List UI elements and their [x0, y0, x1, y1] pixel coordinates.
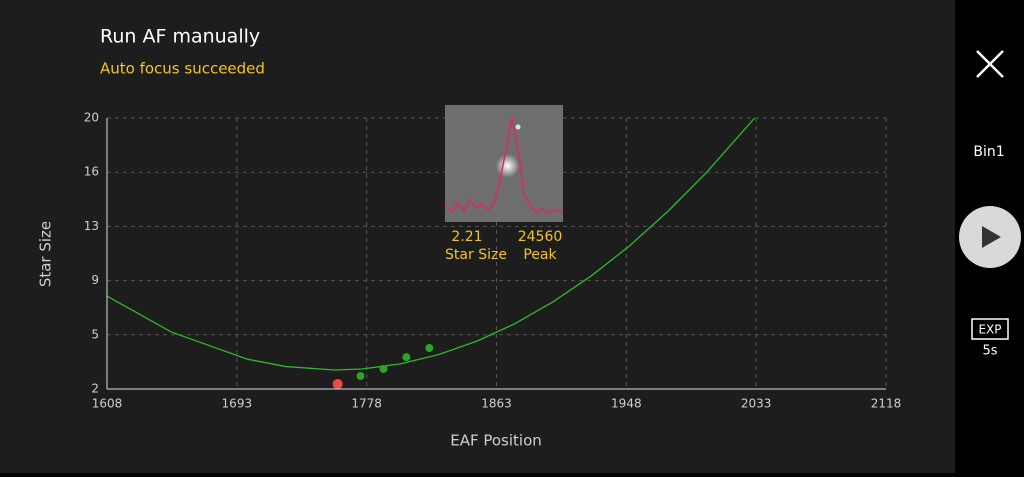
- focus-point: [332, 379, 343, 390]
- x-tick-label: 1608: [92, 397, 123, 411]
- y-tick-label: 9: [91, 273, 99, 287]
- peak-label: Peak: [523, 247, 557, 263]
- focus-curve: [106, 117, 756, 371]
- x-tick-label: 1948: [611, 397, 642, 411]
- status: Auto focus succeeded: [100, 60, 265, 78]
- star-thumbnail: [444, 105, 564, 222]
- close-icon: [976, 50, 1004, 78]
- y-axis-label: Star Size: [37, 221, 55, 287]
- focus-point: [425, 344, 434, 353]
- y-tick-label: 13: [84, 219, 99, 233]
- binning-button[interactable]: Bin1: [973, 144, 1004, 160]
- x-tick-label: 1863: [481, 397, 512, 411]
- y-tick-label: 2: [91, 382, 99, 396]
- focus-point: [402, 353, 411, 362]
- close-button[interactable]: [976, 50, 1004, 78]
- title: Run AF manually: [100, 26, 260, 48]
- focus-point: [379, 364, 388, 373]
- exp-badge: [971, 318, 1009, 340]
- y-tick-label: 20: [84, 111, 99, 125]
- star-size-label: Star Size: [445, 247, 507, 263]
- x-tick-label: 2033: [741, 397, 772, 411]
- star-size-value: 2.21: [451, 229, 482, 245]
- y-tick-label: 5: [91, 327, 99, 341]
- play-icon: [982, 226, 1001, 248]
- profile-line: [444, 117, 564, 215]
- star-dot: [515, 124, 521, 130]
- x-tick-label: 2118: [871, 397, 902, 411]
- focus-point: [356, 372, 365, 381]
- main-panel: [0, 0, 955, 473]
- x-tick-label: 1693: [222, 397, 253, 411]
- exposure-button[interactable]: EXP 5s: [971, 318, 1009, 359]
- play-button[interactable]: [959, 206, 1021, 268]
- x-axis-label: EAF Position: [450, 432, 542, 450]
- peak-value: 24560: [518, 229, 563, 245]
- exp-badge-text: EXP: [978, 323, 1001, 337]
- exposure-value: 5s: [982, 344, 997, 359]
- x-tick-label: 1778: [351, 397, 382, 411]
- y-tick-label: 16: [84, 165, 99, 179]
